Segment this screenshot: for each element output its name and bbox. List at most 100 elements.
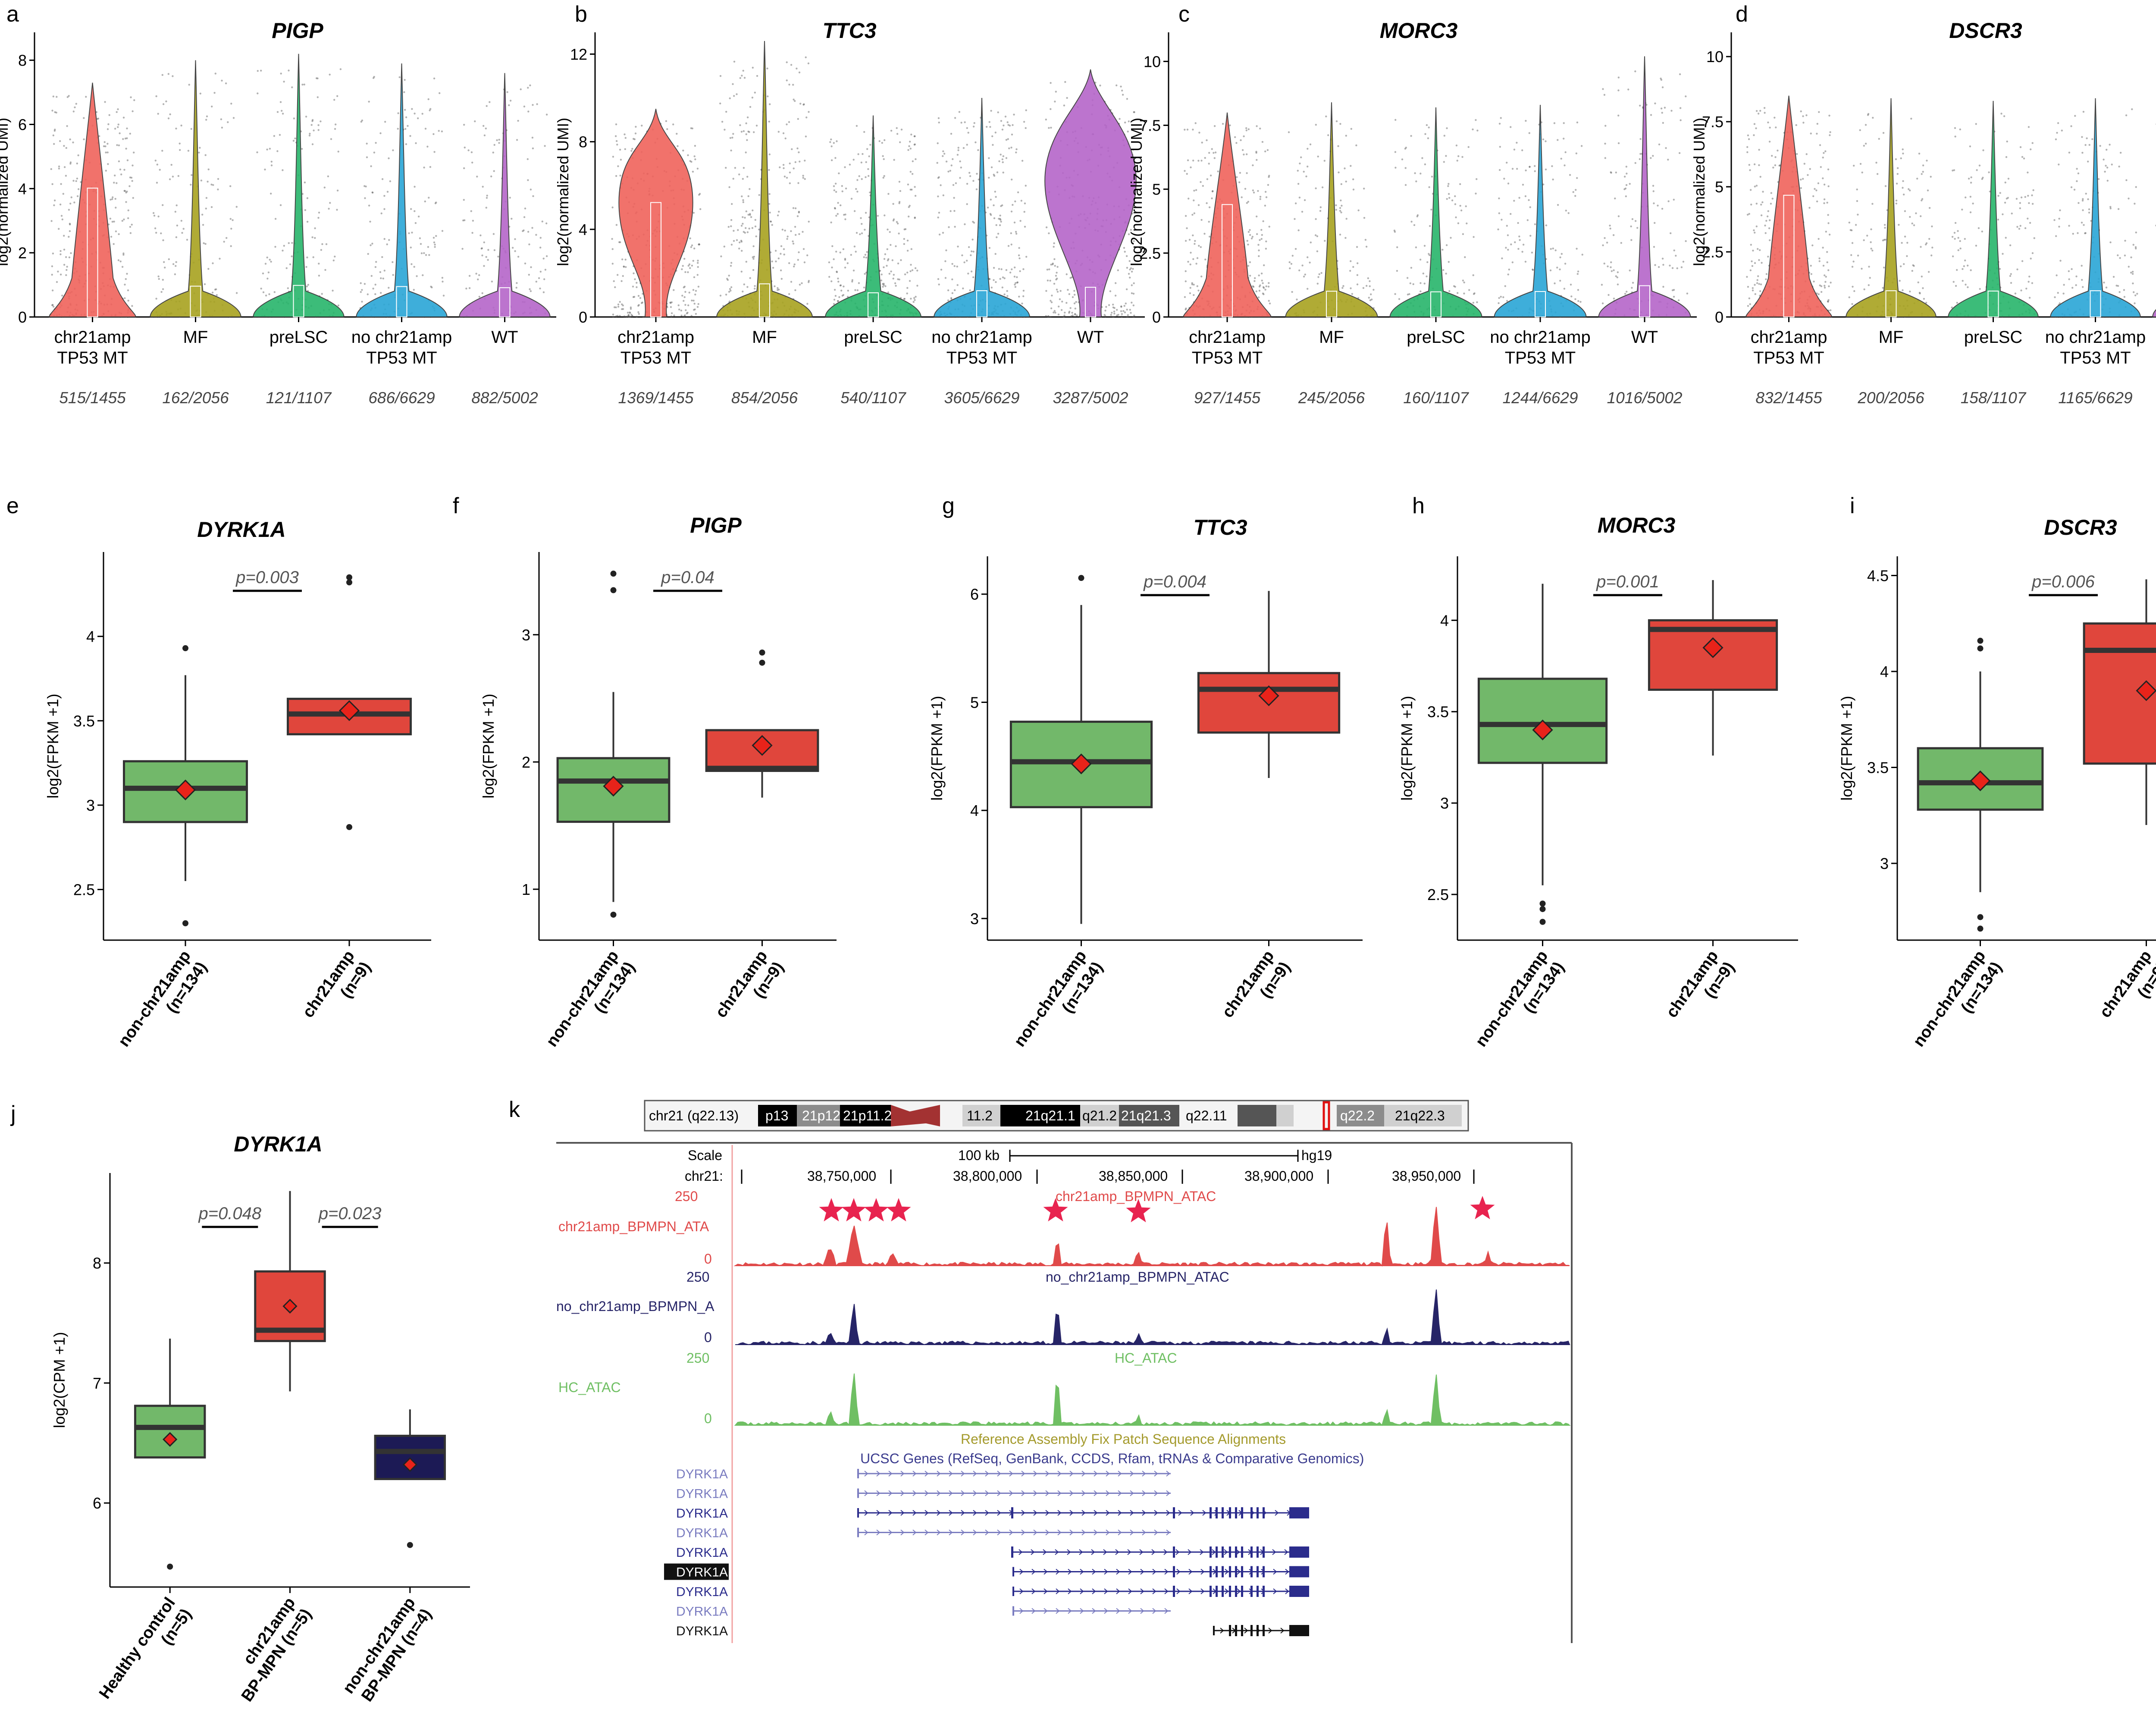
jitter-point	[831, 245, 834, 247]
jitter-point	[301, 84, 304, 86]
jitter-point	[65, 256, 67, 258]
jitter-point	[1344, 167, 1346, 169]
outlier-point	[610, 571, 617, 577]
jitter-point	[1848, 296, 1850, 298]
jitter-point	[721, 121, 724, 123]
category-label: chr21amp	[617, 328, 694, 347]
jitter-point	[131, 305, 133, 307]
band-q22.2: q22.2	[1340, 1108, 1375, 1123]
jitter-point	[538, 277, 540, 279]
jitter-point	[1625, 184, 1628, 186]
jitter-point	[630, 314, 633, 316]
jitter-point	[403, 91, 405, 93]
jitter-point	[1467, 146, 1470, 148]
jitter-point	[1310, 242, 1312, 244]
jitter-point	[2028, 297, 2031, 299]
jitter-point	[1212, 190, 1214, 192]
jitter-point	[527, 110, 530, 113]
jitter-point	[122, 252, 125, 254]
jitter-point	[1827, 222, 1830, 224]
jitter-point	[1398, 298, 1401, 300]
jitter-point	[1002, 276, 1004, 279]
jitter-point	[336, 95, 338, 97]
jitter-point	[279, 101, 282, 103]
jitter-point	[114, 174, 116, 177]
jitter-point	[190, 128, 192, 130]
jitter-point	[123, 169, 125, 171]
jitter-point	[125, 278, 127, 280]
jitter-point	[1922, 171, 1924, 173]
jitter-point	[366, 142, 368, 145]
jitter-point	[768, 193, 771, 195]
cell-count: 1165/6629	[2058, 389, 2132, 407]
jitter-point	[1003, 277, 1006, 279]
jitter-point	[485, 207, 488, 209]
jitter-point	[783, 176, 786, 178]
jitter-point	[2130, 256, 2132, 258]
jitter-point	[629, 312, 631, 314]
jitter-point	[361, 119, 364, 122]
category-label: non-chr21amp(n=134)	[1910, 947, 2006, 1050]
jitter-point	[360, 282, 362, 284]
jitter-point	[161, 150, 163, 152]
jitter-point	[2088, 208, 2090, 210]
jitter-point	[260, 69, 262, 72]
jitter-point	[1015, 232, 1018, 235]
jitter-point	[1667, 159, 1669, 161]
jitter-point	[1920, 215, 1922, 217]
jitter-point	[54, 129, 56, 131]
jitter-point	[699, 193, 701, 195]
jitter-point	[1356, 274, 1359, 276]
jitter-point	[266, 277, 269, 280]
pos-38750000: 38,750,000	[807, 1168, 876, 1184]
jitter-point	[1307, 288, 1309, 290]
jitter-point	[2073, 188, 2076, 191]
jitter-point	[840, 284, 842, 286]
jitter-point	[893, 218, 895, 220]
jitter-point	[1755, 225, 1758, 228]
jitter-point	[784, 229, 786, 232]
jitter-point	[257, 70, 259, 72]
jitter-point	[1761, 262, 1763, 264]
jitter-point	[2031, 282, 2034, 284]
jitter-point	[266, 256, 268, 259]
jitter-point	[155, 298, 157, 300]
jitter-point	[496, 139, 498, 141]
panel-label: h	[1412, 493, 1425, 518]
jitter-point	[964, 223, 966, 226]
jitter-point	[790, 64, 793, 66]
jitter-point	[211, 105, 213, 108]
jitter-point	[1204, 157, 1206, 159]
jitter-point	[906, 250, 909, 252]
track-title: no_chr21amp_BPMPN_ATAC	[1046, 1269, 1229, 1285]
jitter-point	[684, 314, 686, 317]
jitter-point	[1045, 226, 1048, 229]
jitter-point	[614, 135, 617, 137]
jitter-point	[50, 168, 53, 170]
jitter-point	[53, 130, 56, 132]
cell-count: 854/2056	[731, 389, 798, 407]
jitter-point	[860, 217, 862, 219]
jitter-point	[1822, 247, 1824, 249]
jitter-point	[774, 250, 777, 252]
jitter-point	[794, 100, 796, 102]
jitter-point	[1409, 282, 1411, 285]
jitter-point	[1517, 222, 1519, 224]
y-tick-label: 3.5	[1867, 759, 1889, 777]
jitter-point	[910, 263, 912, 266]
jitter-point	[475, 273, 477, 275]
jitter-point	[1911, 223, 1913, 225]
jitter-point	[1772, 166, 1774, 169]
jitter-point	[1976, 169, 1978, 171]
jitter-point	[423, 252, 425, 254]
jitter-point	[481, 254, 483, 257]
jitter-point	[1257, 244, 1260, 246]
jitter-point	[1563, 288, 1566, 290]
jitter-point	[1529, 166, 1531, 168]
jitter-point	[1259, 196, 1262, 198]
jitter-point	[1367, 277, 1369, 279]
jitter-point	[1747, 134, 1749, 137]
jitter-point	[1062, 316, 1065, 318]
jitter-point	[778, 210, 780, 213]
